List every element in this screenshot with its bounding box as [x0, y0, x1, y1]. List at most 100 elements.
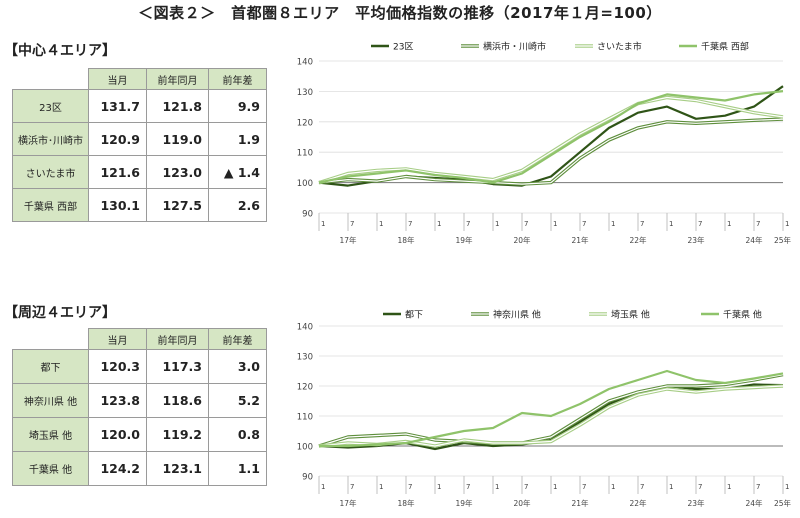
y-tick-label: 90 [302, 473, 313, 483]
series-line-inner [318, 118, 784, 185]
row-prev-year: 127.5 [146, 188, 209, 222]
x-tick-label: 7 [350, 220, 354, 228]
row-area: 23区 [12, 89, 89, 123]
row-current: 123.8 [88, 383, 147, 418]
row-prev-year: 121.8 [146, 89, 209, 123]
table-row: 埼玉県 他 120.0 119.2 0.8 [12, 417, 267, 452]
section-title-center: 【中心４エリア】 [4, 43, 116, 59]
y-tick-label: 110 [297, 413, 313, 423]
row-current: 120.9 [88, 122, 147, 156]
x-tick-label: 7 [640, 220, 644, 228]
header-prev-year: 前年同月 [146, 328, 209, 350]
line-chart-periphery: 90 100 110 120 130 140 1 7 1 7 1 7 1 7 1 7 1 7 1 7 1 7 1 17年 18年… [297, 309, 792, 509]
x-tick-label: 1 [437, 220, 441, 228]
year-label: 23年 [687, 498, 705, 508]
row-area: 千葉県 他 [12, 451, 89, 486]
index-table-periphery: 当月 前年同月 前年差 都下 120.3 117.3 3.0 神奈川県 他 12… [12, 328, 267, 486]
legend-label: 23区 [393, 42, 413, 53]
row-area: 横浜市･川崎市 [12, 122, 89, 156]
year-label: 24年 [745, 235, 763, 245]
year-label: 25年 [774, 498, 792, 508]
row-diff: 1.9 [208, 122, 267, 156]
year-label: 23年 [687, 235, 705, 245]
table-row: 横浜市･川崎市 120.9 119.0 1.9 [12, 122, 267, 156]
line-chart-center: 90 100 110 120 130 140 1 7 1 7 1 7 1 7 1 7 1 7 1 7 1 7 1 17年 18年… [297, 41, 792, 246]
y-tick-label: 100 [297, 179, 313, 189]
x-tick-label: 1 [495, 483, 499, 491]
header-current: 当月 [88, 328, 147, 350]
x-tick-label: 7 [756, 220, 760, 228]
y-tick-label: 140 [297, 58, 313, 68]
table-row: 神奈川県 他 123.8 118.6 5.2 [12, 383, 267, 418]
x-tick-label: 1 [379, 483, 383, 491]
section-title-periphery: 【周辺４エリア】 [4, 305, 116, 321]
table-corner [12, 328, 89, 350]
year-label: 18年 [397, 235, 415, 245]
row-diff: 0.8 [208, 417, 267, 452]
x-tick-label: 1 [669, 220, 673, 228]
legend-label: 神奈川県 他 [493, 309, 541, 321]
x-tick-label: 1 [553, 483, 557, 491]
series-line-inner [318, 374, 784, 447]
header-current: 当月 [88, 68, 147, 90]
x-tick-label: 1 [437, 483, 441, 491]
row-diff: 1.1 [208, 451, 267, 486]
header-prev-year: 前年同月 [146, 68, 209, 90]
y-tick-label: 120 [297, 118, 313, 128]
row-diff: 3.0 [208, 349, 267, 384]
row-diff: 2.6 [208, 188, 267, 222]
row-prev-year: 123.1 [146, 451, 209, 486]
legend-label: 横浜市・川崎市 [483, 41, 546, 53]
legend-label: さいたま市 [597, 41, 642, 53]
y-tick-label: 120 [297, 383, 313, 393]
year-label: 20年 [513, 235, 531, 245]
index-table-center: 当月 前年同月 前年差 23区 131.7 121.8 9.9 横浜市･川崎市 … [12, 68, 267, 222]
year-label: 22年 [629, 498, 647, 508]
year-label: 17年 [339, 498, 357, 508]
x-tick-label: 7 [466, 483, 470, 491]
x-tick-label: 7 [582, 483, 586, 491]
table-row: 23区 131.7 121.8 9.9 [12, 89, 267, 123]
row-prev-year: 119.2 [146, 417, 209, 452]
series-line [319, 369, 784, 448]
year-label: 19年 [455, 498, 473, 508]
row-prev-year: 118.6 [146, 383, 209, 418]
row-prev-year: 123.0 [146, 155, 209, 189]
row-current: 130.1 [88, 188, 147, 222]
x-tick-label: 7 [756, 483, 760, 491]
row-area: 都下 [12, 349, 89, 384]
series-line-inner [318, 96, 784, 184]
x-tick-label: 1 [785, 483, 789, 491]
legend-label: 千葉県 他 [723, 309, 762, 321]
row-prev-year: 119.0 [146, 122, 209, 156]
table-row: 千葉県 他 124.2 123.1 1.1 [12, 451, 267, 486]
year-label: 21年 [571, 235, 589, 245]
row-area: 埼玉県 他 [12, 417, 89, 452]
x-tick-label: 7 [524, 483, 528, 491]
x-tick-label: 1 [669, 483, 673, 491]
table-header-row: 当月 前年同月 前年差 [12, 68, 267, 90]
year-label: 24年 [745, 498, 763, 508]
table-row: 千葉県 西部 130.1 127.5 2.6 [12, 188, 267, 222]
year-label: 25年 [774, 235, 792, 245]
year-label: 18年 [397, 498, 415, 508]
y-tick-label: 140 [297, 323, 313, 333]
header-diff: 前年差 [208, 328, 267, 350]
year-label: 22年 [629, 235, 647, 245]
table-row: さいたま市 121.6 123.0 ▲ 1.4 [12, 155, 267, 189]
x-tick-label: 7 [466, 220, 470, 228]
row-area: さいたま市 [12, 155, 89, 189]
row-diff: 5.2 [208, 383, 267, 418]
row-prev-year: 117.3 [146, 349, 209, 384]
legend-label: 都下 [405, 310, 423, 321]
row-area: 神奈川県 他 [12, 383, 89, 418]
x-tick-label: 7 [350, 483, 354, 491]
y-tick-label: 130 [297, 88, 313, 98]
x-tick-label: 1 [611, 483, 615, 491]
x-tick-label: 1 [379, 220, 383, 228]
series-line [318, 90, 784, 184]
year-label: 20年 [513, 498, 531, 508]
x-tick-label: 7 [582, 220, 586, 228]
y-tick-label: 110 [297, 149, 313, 159]
x-tick-label: 7 [408, 220, 412, 228]
